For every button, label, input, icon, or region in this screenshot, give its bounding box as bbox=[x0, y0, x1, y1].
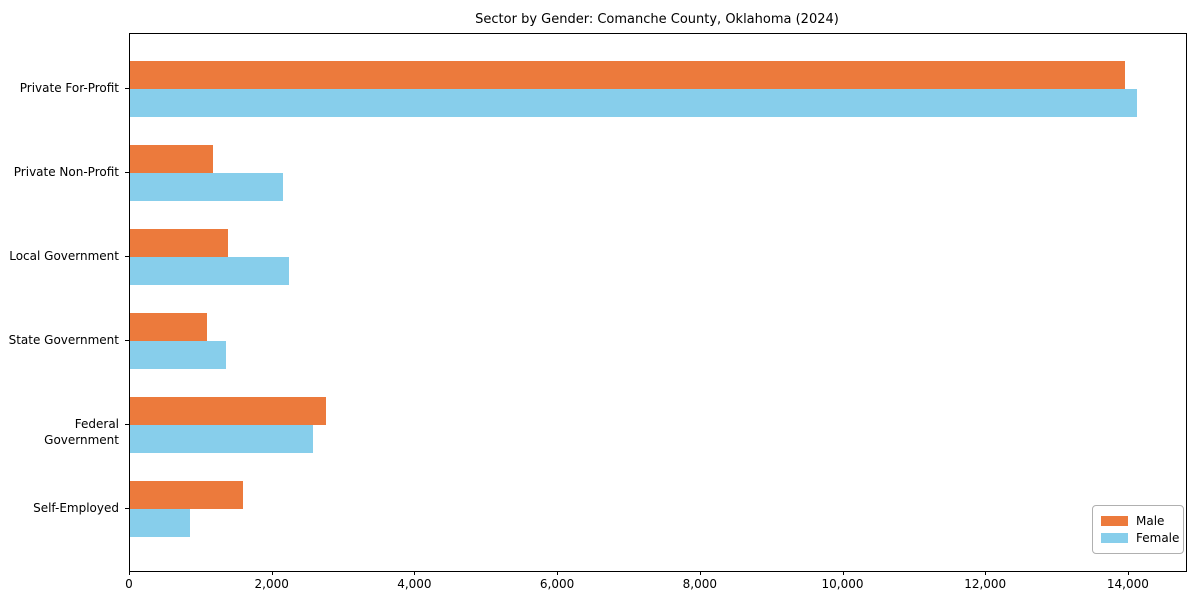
y-axis-label: Private For-Profit bbox=[19, 81, 119, 95]
x-axis-tick bbox=[271, 571, 273, 575]
chart-title: Sector by Gender: Comanche County, Oklah… bbox=[475, 12, 839, 27]
x-axis-tick bbox=[985, 571, 987, 575]
x-axis-tick-label: 10,000 bbox=[821, 577, 864, 591]
x-axis-tick bbox=[557, 571, 559, 575]
x-axis-tick-label: 0 bbox=[125, 577, 133, 591]
y-axis-tick bbox=[125, 88, 129, 89]
y-axis-tick bbox=[125, 508, 129, 509]
bar-female-2 bbox=[130, 173, 284, 201]
y-axis-tick bbox=[125, 424, 129, 425]
bar-male-1 bbox=[130, 61, 1125, 89]
bar-female-5 bbox=[130, 425, 314, 453]
x-axis-tick-label: 14,000 bbox=[1106, 577, 1149, 591]
legend-row-female: Female bbox=[1101, 530, 1179, 546]
x-axis-tick-label: 2,000 bbox=[254, 577, 289, 591]
bar-male-5 bbox=[130, 397, 327, 425]
legend-swatch-male bbox=[1101, 516, 1128, 526]
bar-female-3 bbox=[130, 257, 290, 285]
bar-male-3 bbox=[130, 229, 228, 257]
bar-female-6 bbox=[130, 509, 190, 537]
bar-male-6 bbox=[130, 481, 244, 509]
y-axis-label: State Government bbox=[8, 333, 119, 347]
y-axis-tick bbox=[125, 340, 129, 341]
plot-area: Male Female bbox=[129, 33, 1187, 572]
bar-female-1 bbox=[130, 89, 1137, 117]
legend: Male Female bbox=[1092, 505, 1184, 554]
y-axis-label: Private Non-Profit bbox=[13, 165, 119, 179]
legend-swatch-female bbox=[1101, 533, 1128, 543]
x-axis-tick-label: 8,000 bbox=[682, 577, 717, 591]
y-axis-label: Local Government bbox=[9, 249, 119, 263]
legend-label-female: Female bbox=[1136, 531, 1180, 545]
y-axis-label: Federal Government bbox=[44, 417, 119, 447]
x-axis-tick-label: 12,000 bbox=[964, 577, 1007, 591]
x-axis-tick-label: 6,000 bbox=[539, 577, 575, 591]
y-axis-tick bbox=[125, 256, 129, 257]
x-axis-tick bbox=[842, 571, 844, 575]
x-axis-tick bbox=[414, 571, 416, 575]
x-axis-tick-label: 4,000 bbox=[397, 577, 432, 591]
legend-row-male: Male bbox=[1101, 513, 1175, 529]
y-axis-label: Self-Employed bbox=[33, 501, 119, 515]
bar-male-4 bbox=[130, 313, 208, 341]
x-axis-tick bbox=[129, 571, 130, 575]
x-axis-tick bbox=[699, 571, 701, 575]
legend-label-male: Male bbox=[1136, 514, 1165, 528]
x-axis-tick bbox=[1127, 571, 1129, 575]
y-axis-tick bbox=[125, 172, 129, 173]
bar-male-2 bbox=[130, 145, 214, 173]
bar-female-4 bbox=[130, 341, 226, 369]
